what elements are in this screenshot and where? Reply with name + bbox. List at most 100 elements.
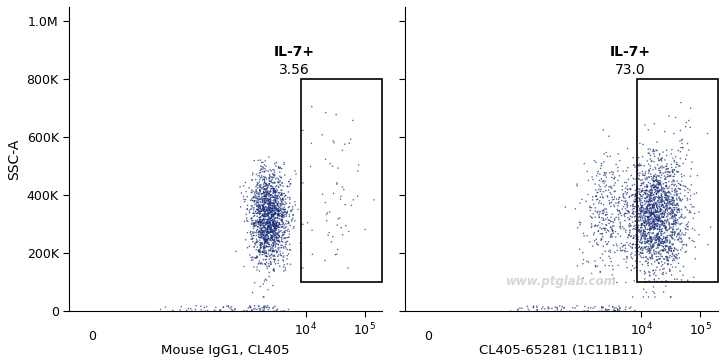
Point: [251, 239, 262, 245]
Point: [663, 232, 675, 238]
Point: [644, 197, 655, 202]
Point: [267, 228, 278, 233]
Point: [636, 245, 647, 251]
Point: [639, 208, 650, 214]
Point: [678, 215, 689, 221]
Point: [634, 259, 646, 265]
Point: [259, 214, 270, 219]
Point: [651, 233, 663, 239]
Point: [255, 228, 267, 233]
Point: [636, 234, 647, 240]
Point: [637, 248, 648, 253]
Point: [277, 212, 289, 218]
Point: [648, 185, 660, 191]
Point: [647, 203, 659, 209]
Point: [574, 200, 586, 206]
Point: [658, 239, 670, 245]
Point: [270, 205, 282, 211]
Point: [666, 272, 677, 278]
Point: [262, 190, 274, 196]
Point: [669, 205, 681, 211]
Point: [641, 182, 652, 188]
Point: [265, 227, 277, 233]
Point: [254, 179, 265, 185]
Point: [660, 163, 672, 169]
Point: [273, 212, 284, 218]
Point: [670, 215, 681, 221]
Point: [609, 249, 621, 255]
Point: [600, 248, 611, 254]
Point: [244, 252, 256, 258]
Point: [266, 194, 278, 200]
Point: [645, 236, 656, 242]
Point: [682, 207, 693, 213]
Point: [662, 166, 674, 171]
Point: [260, 226, 271, 232]
Point: [626, 267, 637, 273]
Point: [262, 251, 274, 257]
Point: [666, 221, 677, 227]
Point: [280, 240, 291, 246]
Point: [650, 216, 661, 222]
Point: [265, 236, 276, 242]
Point: [666, 245, 678, 251]
Point: [270, 176, 281, 182]
Point: [268, 221, 280, 226]
Point: [659, 192, 671, 198]
Point: [658, 222, 669, 228]
Point: [254, 229, 266, 234]
Point: [267, 282, 278, 288]
Point: [660, 197, 672, 203]
Point: [663, 256, 674, 262]
Point: [676, 174, 687, 180]
Point: [591, 240, 602, 246]
Point: [606, 194, 618, 200]
Point: [639, 169, 651, 175]
Point: [280, 245, 291, 251]
Point: [238, 308, 249, 313]
Point: [273, 201, 284, 206]
Point: [257, 230, 269, 236]
Point: [646, 190, 658, 196]
Point: [269, 197, 281, 202]
Point: [669, 211, 681, 217]
Point: [252, 207, 264, 213]
Point: [648, 178, 660, 183]
Point: [635, 237, 647, 243]
Point: [272, 213, 283, 219]
Point: [267, 223, 278, 229]
Point: [634, 213, 645, 219]
Point: [673, 195, 684, 201]
Point: [248, 195, 260, 201]
Point: [668, 187, 680, 193]
Point: [651, 237, 663, 243]
Point: [660, 254, 671, 260]
Point: [268, 219, 279, 225]
Point: [682, 224, 694, 230]
Point: [260, 216, 271, 222]
Point: [600, 211, 612, 217]
Point: [645, 227, 656, 233]
Point: [658, 239, 670, 245]
Point: [262, 223, 273, 229]
Point: [260, 192, 271, 198]
Point: [368, 197, 380, 203]
Point: [531, 305, 543, 310]
Point: [268, 219, 279, 225]
Point: [666, 232, 678, 238]
Point: [667, 226, 679, 232]
Point: [266, 236, 278, 242]
Point: [267, 206, 278, 212]
Point: [624, 241, 636, 246]
Point: [650, 237, 661, 243]
Point: [608, 202, 619, 208]
Point: [628, 233, 639, 239]
Point: [254, 206, 265, 211]
Point: [657, 266, 668, 272]
Point: [643, 192, 655, 198]
Point: [262, 236, 274, 242]
Point: [268, 256, 280, 262]
Point: [592, 228, 604, 234]
Point: [639, 227, 650, 233]
Point: [276, 224, 287, 230]
